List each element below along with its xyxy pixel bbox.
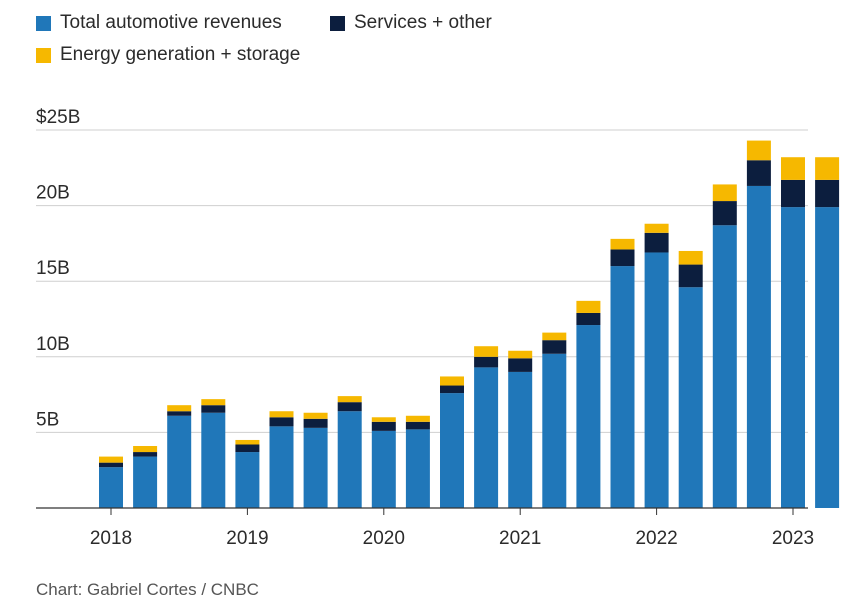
bar-segment (405, 415, 430, 422)
stacked-bar-chart: 5B 10B 15B 20B $25B 2018 2019 2020 2021 2022 2023 (36, 107, 840, 549)
bar-segment (235, 444, 260, 453)
bar-segment (337, 402, 362, 412)
legend-label-services: Services + other (354, 12, 492, 33)
bar-segment (99, 467, 123, 508)
legend-swatch-energy (36, 47, 51, 63)
bar-segment (235, 439, 260, 445)
y-tick-label: 20B (36, 183, 70, 204)
bar-segment (201, 399, 226, 406)
x-tick-label: 2020 (363, 528, 405, 549)
bar-segment (474, 346, 499, 357)
chart-source: Chart: Gabriel Cortes / CNBC (36, 580, 259, 599)
bar-segment (167, 415, 192, 508)
bar-segment (235, 452, 260, 508)
bar-segment (405, 429, 430, 508)
bar-segment (781, 157, 805, 180)
y-tick-label: $25B (36, 107, 80, 128)
x-tick-label: 2019 (226, 528, 268, 549)
bar-segment (610, 249, 635, 267)
bar-segment (99, 456, 123, 463)
bar-segment (746, 160, 771, 186)
bar-segment (678, 287, 703, 508)
bar-segment (99, 462, 123, 468)
axes: 2018 2019 2020 2021 2022 2023 (36, 507, 814, 549)
x-tick-label: 2023 (772, 528, 814, 549)
bar-segment (269, 417, 294, 427)
legend-swatch-automotive (36, 15, 51, 31)
bar-segment (167, 411, 192, 416)
bar-segment (167, 405, 192, 412)
bar-segment (474, 367, 499, 508)
bar-segment (781, 207, 805, 508)
bar-segment (746, 185, 771, 508)
bar-segment (712, 184, 737, 202)
bar-segment (371, 417, 396, 422)
bar-segment (644, 223, 669, 233)
legend-item-energy: Energy generation + storage (36, 44, 300, 66)
bar-segment (337, 411, 362, 508)
bar-segment (133, 456, 158, 508)
bar-segment (337, 396, 362, 403)
bar-segment (201, 405, 226, 413)
bar-segment (201, 412, 226, 508)
bar-segment (576, 312, 601, 326)
bar-segment (440, 385, 464, 394)
x-tick-label: 2021 (499, 528, 541, 549)
legend-item-services: Services + other (330, 12, 492, 34)
bar-segment (815, 179, 840, 208)
bar-segment (781, 179, 805, 208)
bar-segment (610, 266, 635, 508)
x-tick-label: 2022 (635, 528, 677, 549)
legend-label-automotive: Total automotive revenues (60, 12, 282, 33)
bar-segment (303, 427, 328, 508)
bar-segment (815, 207, 840, 508)
bar-segment (269, 426, 294, 508)
bar-segment (440, 393, 464, 508)
bar-segment (712, 201, 737, 226)
bar-segment (678, 250, 703, 265)
bar-segment (133, 452, 158, 457)
bar-segment (269, 411, 294, 418)
bar-segment (303, 418, 328, 428)
bar-segment (678, 264, 703, 288)
y-tick-label: 15B (36, 258, 70, 279)
bar-segment (371, 421, 396, 431)
bar-segment (644, 232, 669, 253)
bar-segment (371, 430, 396, 508)
bar-segment (405, 421, 430, 430)
bar-segment (644, 252, 669, 508)
legend-item-automotive: Total automotive revenues (36, 12, 282, 34)
bar-segment (542, 353, 567, 508)
bar-segment (474, 356, 499, 368)
bar-segment (508, 350, 533, 359)
bar-segment (610, 238, 635, 250)
bar-segment (712, 225, 737, 509)
y-tick-label: 10B (36, 334, 70, 355)
y-tick-label: 5B (36, 409, 59, 430)
legend-label-energy: Energy generation + storage (60, 44, 301, 65)
bar-segment (576, 325, 601, 508)
bar-segment (542, 340, 567, 354)
bar-segment (746, 140, 771, 161)
bar-segment (508, 371, 533, 508)
bar-segment (440, 376, 464, 386)
bar-segment (133, 446, 158, 453)
bars (99, 140, 840, 509)
bar-segment (542, 332, 567, 341)
bar-segment (508, 358, 533, 372)
bar-segment (815, 157, 840, 180)
x-tick-label: 2018 (90, 528, 132, 549)
bar-segment (303, 412, 328, 419)
bar-segment (576, 300, 601, 313)
legend-swatch-services (330, 15, 345, 31)
